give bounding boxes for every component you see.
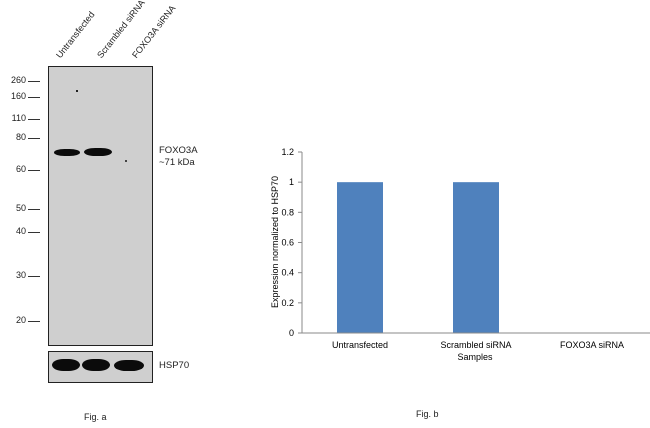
- target-size-label: ~71 kDa: [159, 157, 195, 168]
- band-hsp70-2: [82, 359, 110, 371]
- bar-scrambled-sirna: [453, 182, 499, 333]
- y-tick-label: 1: [289, 177, 294, 187]
- mw-marker: 160: [10, 91, 26, 101]
- target-label: FOXO3A: [159, 145, 198, 156]
- x-tick-label: Scrambled siRNA: [440, 340, 511, 350]
- y-tick-label: 0.4: [281, 268, 294, 278]
- mw-tick: [28, 321, 40, 322]
- figure-a-caption: Fig. a: [84, 412, 107, 422]
- mw-tick: [28, 209, 40, 210]
- y-tick-label: 1.2: [281, 147, 294, 157]
- mw-tick: [28, 232, 40, 233]
- mw-tick: [28, 119, 40, 120]
- mw-tick: [28, 81, 40, 82]
- blot-foxo3a: [48, 66, 153, 346]
- band-hsp70-3: [114, 360, 144, 371]
- y-tick-label: 0.6: [281, 238, 294, 248]
- mw-marker: 20: [15, 315, 26, 325]
- mw-marker: 80: [15, 132, 26, 142]
- bar-chart: 0 0.2 0.4 0.6 0.8 1 1.2 Untransfected Scrambled…: [270, 147, 650, 362]
- band-hsp70-1: [52, 359, 80, 371]
- band-untransfected: [54, 149, 80, 156]
- lane-label-untransfected: Untransfected: [54, 9, 97, 60]
- band-scrambled: [84, 148, 112, 156]
- x-tick-label: FOXO3A siRNA: [560, 340, 624, 350]
- mw-marker: 40: [15, 226, 26, 236]
- loading-control-label: HSP70: [159, 360, 190, 371]
- mw-marker: 30: [15, 270, 26, 280]
- y-tick-label: 0: [289, 328, 294, 338]
- mw-marker: 260: [10, 75, 26, 85]
- y-axis-title: Expression normalized to HSP70: [270, 176, 280, 308]
- y-tick-label: 0.8: [281, 207, 294, 217]
- y-tick-label: 0.2: [281, 298, 294, 308]
- blot-hsp70: [48, 351, 153, 383]
- mw-marker: 60: [15, 164, 26, 174]
- mw-tick: [28, 138, 40, 139]
- bar-untransfected: [337, 182, 383, 333]
- mw-tick: [28, 276, 40, 277]
- mw-marker: 110: [11, 113, 26, 123]
- mw-tick: [28, 97, 40, 98]
- blot-speck: [125, 160, 127, 162]
- figure-b-caption: Fig. b: [416, 409, 439, 419]
- x-axis-title: Samples: [457, 352, 493, 362]
- mw-marker: 50: [15, 203, 26, 213]
- x-tick-label: Untransfected: [332, 340, 388, 350]
- mw-tick: [28, 170, 40, 171]
- blot-speck: [76, 90, 78, 92]
